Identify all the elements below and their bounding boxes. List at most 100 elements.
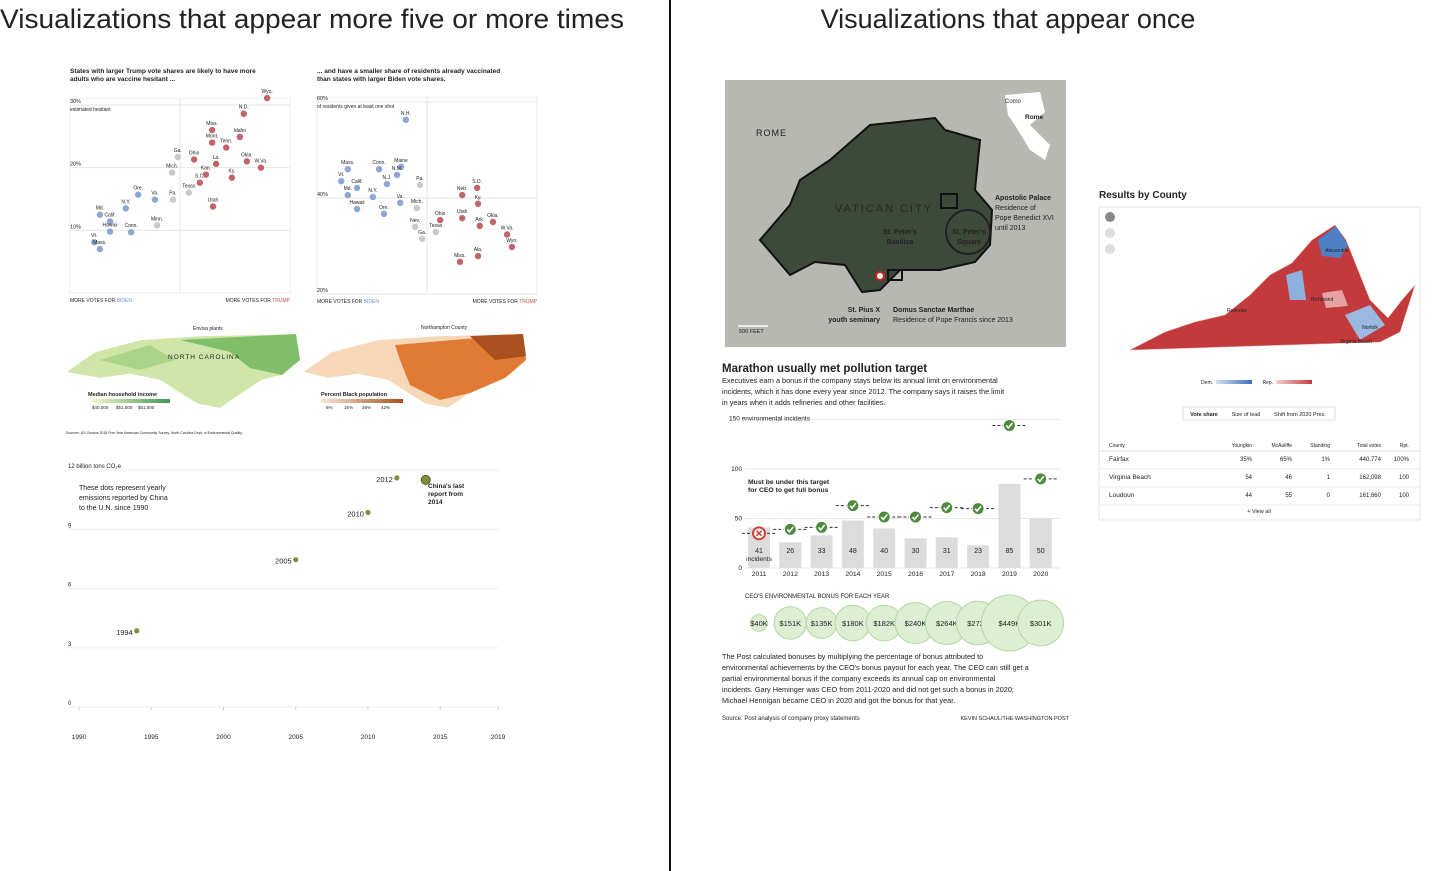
y-tick-label: 100	[731, 466, 742, 473]
point	[185, 189, 192, 196]
map-label: Apostolic Palace	[995, 195, 1051, 202]
view-all-link[interactable]: + View all	[1247, 509, 1271, 515]
point-label: Va.	[151, 191, 158, 197]
point	[257, 164, 265, 171]
legend-title: Percent Black population	[321, 392, 388, 398]
footnote: partial environmental bonus if the compa…	[722, 674, 996, 683]
point	[212, 160, 220, 168]
point-label: Mass.	[341, 160, 354, 166]
point	[393, 171, 401, 179]
point	[153, 222, 161, 229]
point	[402, 116, 410, 123]
table-header: Rpt.	[1400, 443, 1409, 449]
table-cell: 100	[1399, 475, 1410, 481]
y-tick-label: 0	[68, 701, 72, 707]
point	[106, 228, 114, 235]
point	[209, 203, 217, 210]
panel-title: Results by County	[1099, 190, 1187, 201]
legend-label: 16%	[344, 405, 353, 410]
point-label: Mich.	[411, 199, 423, 205]
map-label: Richmond	[1311, 297, 1334, 303]
zoom-reset[interactable]	[1105, 244, 1115, 254]
point-label: Va.	[397, 194, 404, 200]
chart-title: than states with larger Biden vote share…	[317, 76, 446, 83]
point-label: Mich.	[166, 164, 178, 170]
point-label: Ohio	[189, 150, 200, 156]
dot	[420, 474, 431, 485]
x-tick-label: 2019	[1002, 571, 1017, 578]
legend-label: 26%	[362, 405, 371, 410]
annotation: report from	[428, 491, 463, 498]
map-label: Alexandria	[1325, 248, 1349, 254]
domus-box	[887, 269, 903, 281]
point	[474, 252, 482, 260]
map-label: Square	[957, 239, 981, 246]
x-tick-label: 2019	[491, 734, 506, 741]
point-label: Okla.	[241, 152, 253, 158]
point-label: Pa.	[169, 191, 177, 197]
value-label: 85	[1006, 548, 1014, 555]
y-note: of residents given at least one shot	[317, 104, 395, 110]
point-label: Ala.	[474, 247, 483, 253]
point	[344, 191, 351, 199]
footnote: The Post calculated bonuses by multiplyi…	[722, 652, 983, 661]
dot	[365, 509, 371, 516]
map-shape	[100, 345, 175, 370]
annotation: 2014	[428, 499, 443, 506]
x-axis-label: MORE VOTES FOR BIDEN	[317, 299, 379, 305]
map-label: Norfolk	[1362, 325, 1378, 331]
table-header: Standing	[1310, 443, 1330, 449]
point	[240, 110, 247, 117]
point-label: 2010	[347, 509, 364, 518]
palace-box	[940, 193, 958, 209]
zoom-out[interactable]	[1105, 228, 1115, 238]
map-label: Roanoke	[1227, 308, 1247, 314]
map-label: until 2013	[995, 225, 1025, 232]
y-tick-label: 40%	[317, 192, 328, 198]
tab[interactable]: Shift from 2020 Pres.	[1274, 412, 1326, 418]
x-tick-label: 2015	[433, 734, 448, 741]
point-label: Mass.	[93, 240, 106, 246]
bonus-label: $151K	[779, 619, 801, 628]
table-cell: 100%	[1394, 457, 1410, 463]
text: BIDEN	[364, 299, 380, 305]
table-cell: 55	[1285, 493, 1292, 499]
point	[190, 156, 198, 163]
legend-label: Dem.	[1201, 380, 1213, 386]
value-label: 23	[974, 548, 982, 555]
table-header: Youngkin	[1232, 443, 1253, 449]
point	[416, 181, 424, 189]
point-label: Wyo.	[261, 89, 272, 95]
table-cell: 46	[1285, 475, 1292, 481]
chart-title: ... and have a smaller share of resident…	[317, 68, 500, 75]
bonus-label: $449K	[999, 619, 1021, 628]
dot	[394, 475, 400, 481]
zoom-in[interactable]	[1105, 212, 1115, 222]
point-label: Idaho	[234, 128, 247, 134]
point-label: N.Y.	[368, 188, 377, 194]
point	[106, 218, 114, 225]
point	[353, 205, 361, 213]
map-label: Pope Benedict XVI	[995, 215, 1054, 222]
panel	[1098, 206, 1421, 521]
tab[interactable]: Vote share	[1190, 412, 1218, 418]
vatican-map	[725, 80, 1066, 347]
annotation: These dots represent yearly	[79, 485, 166, 492]
y-tick-label: 50	[735, 516, 743, 523]
bonus-label: $264K	[936, 619, 958, 628]
point-label: Conn.	[124, 223, 137, 229]
point	[473, 184, 481, 192]
table-cell: 0	[1327, 493, 1331, 499]
point	[474, 200, 482, 207]
point	[338, 178, 345, 185]
point-label: S.C.	[195, 174, 205, 180]
tab[interactable]: Size of lead	[1232, 412, 1261, 418]
point	[459, 191, 466, 199]
x-tick-label: 2017	[939, 571, 954, 578]
point	[208, 126, 216, 134]
table-cell: 1%	[1321, 457, 1330, 463]
y-tick-label: 20%	[317, 288, 328, 294]
point-label: Ohio	[435, 211, 446, 217]
dot	[293, 557, 299, 563]
